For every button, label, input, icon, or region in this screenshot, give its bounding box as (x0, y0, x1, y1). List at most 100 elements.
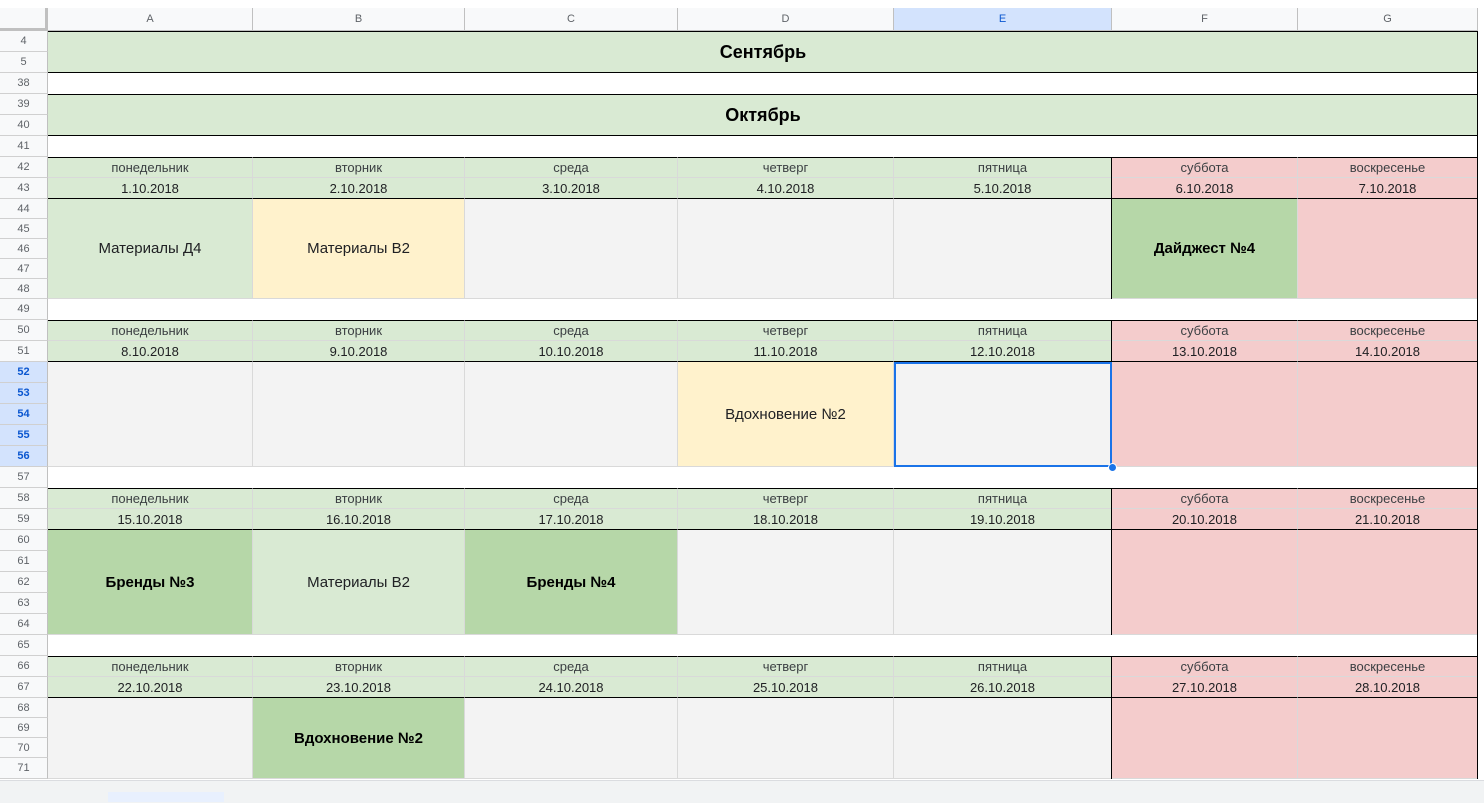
date-cell[interactable]: 7.10.2018 (1298, 178, 1478, 199)
blank-separator-row[interactable] (48, 299, 1478, 320)
row-header-40[interactable]: 40 (0, 115, 48, 136)
event-cell[interactable] (1298, 362, 1478, 467)
row-header-66[interactable]: 66 (0, 656, 48, 677)
row-header-63[interactable]: 63 (0, 593, 48, 614)
event-cell[interactable] (1112, 698, 1298, 779)
date-cell[interactable]: 15.10.2018 (48, 509, 253, 530)
row-header-55[interactable]: 55 (0, 425, 48, 446)
row-header-38[interactable]: 38 (0, 73, 48, 94)
weekday-label[interactable]: пятница (894, 320, 1112, 341)
date-cell[interactable]: 19.10.2018 (894, 509, 1112, 530)
row-header-52[interactable]: 52 (0, 362, 48, 383)
row-header-41[interactable]: 41 (0, 136, 48, 157)
row-header-61[interactable]: 61 (0, 551, 48, 572)
row-header-39[interactable]: 39 (0, 94, 48, 115)
weekday-label[interactable]: вторник (253, 320, 465, 341)
weekday-label[interactable]: воскресенье (1298, 488, 1478, 509)
event-cell[interactable] (1298, 698, 1478, 779)
weekday-label[interactable]: суббота (1112, 656, 1298, 677)
column-header-a[interactable]: A (48, 8, 253, 31)
event-cell[interactable] (894, 362, 1112, 467)
row-header-45[interactable]: 45 (0, 219, 48, 239)
date-cell[interactable]: 1.10.2018 (48, 178, 253, 199)
date-cell[interactable]: 16.10.2018 (253, 509, 465, 530)
date-cell[interactable]: 6.10.2018 (1112, 178, 1298, 199)
weekday-label[interactable]: вторник (253, 157, 465, 178)
event-cell[interactable] (253, 362, 465, 467)
row-header-5[interactable]: 5 (0, 52, 48, 73)
row-header-58[interactable]: 58 (0, 488, 48, 509)
date-cell[interactable]: 14.10.2018 (1298, 341, 1478, 362)
blank-row-38[interactable] (48, 73, 1478, 94)
row-header-54[interactable]: 54 (0, 404, 48, 425)
row-header-42[interactable]: 42 (0, 157, 48, 178)
row-header-60[interactable]: 60 (0, 530, 48, 551)
date-cell[interactable]: 12.10.2018 (894, 341, 1112, 362)
event-cell[interactable]: Материалы В2 (253, 530, 465, 635)
date-cell[interactable]: 20.10.2018 (1112, 509, 1298, 530)
row-header-70[interactable]: 70 (0, 738, 48, 758)
row-header-71[interactable]: 71 (0, 758, 48, 779)
blank-separator-row[interactable] (48, 467, 1478, 488)
column-header-b[interactable]: B (253, 8, 465, 31)
weekday-label[interactable]: среда (465, 488, 678, 509)
date-cell[interactable]: 25.10.2018 (678, 677, 894, 698)
event-cell[interactable]: Материалы В2 (253, 199, 465, 299)
weekday-label[interactable]: воскресенье (1298, 320, 1478, 341)
event-cell[interactable]: Вдохновение №2 (253, 698, 465, 779)
event-cell[interactable] (465, 199, 678, 299)
column-header-g[interactable]: G (1298, 8, 1478, 31)
weekday-label[interactable]: четверг (678, 488, 894, 509)
weekday-label[interactable]: вторник (253, 656, 465, 677)
date-cell[interactable]: 2.10.2018 (253, 178, 465, 199)
row-header-53[interactable]: 53 (0, 383, 48, 404)
date-cell[interactable]: 22.10.2018 (48, 677, 253, 698)
weekday-label[interactable]: понедельник (48, 656, 253, 677)
column-header-e[interactable]: E (894, 8, 1112, 31)
weekday-label[interactable]: пятница (894, 157, 1112, 178)
blank-separator-row[interactable] (48, 635, 1478, 656)
date-cell[interactable]: 3.10.2018 (465, 178, 678, 199)
date-cell[interactable]: 8.10.2018 (48, 341, 253, 362)
date-cell[interactable]: 17.10.2018 (465, 509, 678, 530)
event-cell[interactable]: Бренды №3 (48, 530, 253, 635)
row-header-68[interactable]: 68 (0, 698, 48, 718)
event-cell[interactable] (678, 698, 894, 779)
row-header-49[interactable]: 49 (0, 299, 48, 320)
weekday-label[interactable]: пятница (894, 656, 1112, 677)
date-cell[interactable]: 23.10.2018 (253, 677, 465, 698)
event-cell[interactable] (465, 698, 678, 779)
row-header-50[interactable]: 50 (0, 320, 48, 341)
blank-row-41[interactable] (48, 136, 1478, 157)
row-header-4[interactable]: 4 (0, 31, 48, 52)
date-cell[interactable]: 18.10.2018 (678, 509, 894, 530)
event-cell[interactable] (48, 698, 253, 779)
weekday-label[interactable]: суббота (1112, 157, 1298, 178)
column-header-f[interactable]: F (1112, 8, 1298, 31)
row-header-44[interactable]: 44 (0, 199, 48, 219)
event-cell[interactable]: Материалы Д4 (48, 199, 253, 299)
date-cell[interactable]: 28.10.2018 (1298, 677, 1478, 698)
row-header-57[interactable]: 57 (0, 467, 48, 488)
weekday-label[interactable]: четверг (678, 320, 894, 341)
row-header-64[interactable]: 64 (0, 614, 48, 635)
date-cell[interactable]: 27.10.2018 (1112, 677, 1298, 698)
event-cell[interactable] (894, 698, 1112, 779)
weekday-label[interactable]: воскресенье (1298, 157, 1478, 178)
date-cell[interactable]: 10.10.2018 (465, 341, 678, 362)
row-header-43[interactable]: 43 (0, 178, 48, 199)
active-sheet-tab[interactable] (108, 792, 224, 802)
event-cell[interactable] (48, 362, 253, 467)
event-cell[interactable] (1298, 530, 1478, 635)
weekday-label[interactable]: понедельник (48, 320, 253, 341)
column-header-d[interactable]: D (678, 8, 894, 31)
event-cell[interactable] (465, 362, 678, 467)
row-header-51[interactable]: 51 (0, 341, 48, 362)
weekday-label[interactable]: воскресенье (1298, 656, 1478, 677)
weekday-label[interactable]: четверг (678, 656, 894, 677)
event-cell[interactable] (1298, 199, 1478, 299)
date-cell[interactable]: 13.10.2018 (1112, 341, 1298, 362)
event-cell[interactable] (894, 530, 1112, 635)
month-banner-september[interactable]: Сентябрь (48, 31, 1478, 73)
row-header-48[interactable]: 48 (0, 279, 48, 299)
